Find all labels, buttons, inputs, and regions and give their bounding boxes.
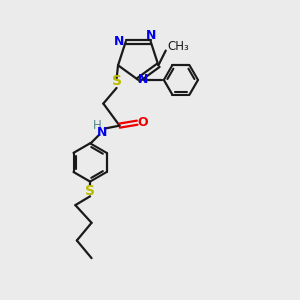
Text: S: S [85,184,95,198]
Text: O: O [137,116,148,129]
Text: N: N [114,35,124,48]
Text: N: N [97,126,108,139]
Text: CH₃: CH₃ [167,40,189,52]
Text: H: H [93,119,102,132]
Text: N: N [146,28,156,42]
Text: N: N [138,74,149,86]
Text: S: S [112,74,122,88]
